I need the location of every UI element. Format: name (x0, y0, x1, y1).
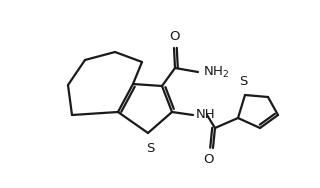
Text: S: S (239, 75, 247, 88)
Text: NH$_2$: NH$_2$ (203, 64, 229, 80)
Text: O: O (203, 153, 213, 166)
Text: O: O (169, 30, 179, 43)
Text: S: S (146, 142, 154, 155)
Text: NH: NH (196, 108, 216, 121)
